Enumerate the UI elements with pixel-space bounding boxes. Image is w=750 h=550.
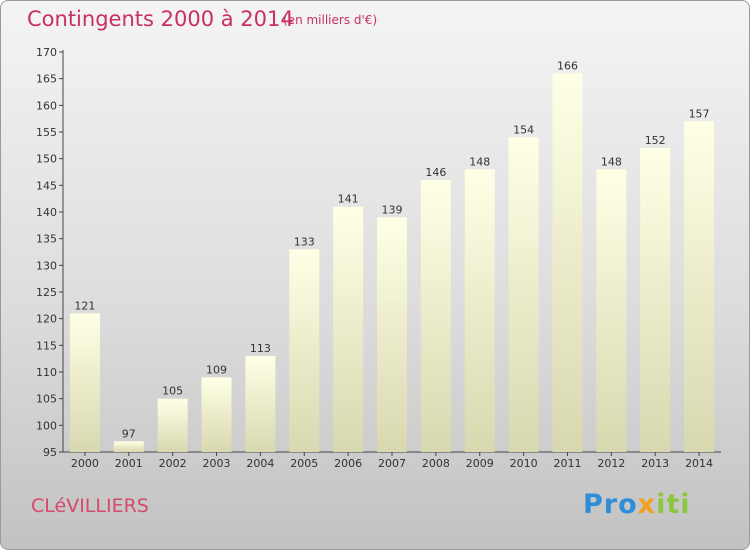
- data-label: 154: [513, 123, 534, 136]
- bar: [464, 169, 495, 453]
- y-tick-label: 140: [36, 206, 57, 219]
- data-label: 157: [689, 107, 710, 120]
- x-tick-label: 2010: [510, 457, 538, 470]
- y-tick-label: 170: [36, 46, 57, 59]
- data-label: 121: [74, 299, 95, 312]
- data-label: 105: [162, 385, 183, 398]
- bar: [201, 377, 232, 452]
- y-tick-label: 110: [36, 366, 57, 379]
- x-tick-label: 2006: [334, 457, 362, 470]
- bar: [113, 441, 144, 452]
- proxiti-logo[interactable]: Proxiti: [583, 489, 691, 520]
- bar: [377, 217, 407, 452]
- x-tick-label: 2001: [115, 457, 143, 470]
- bar: [552, 73, 583, 452]
- x-tick-label: 2009: [466, 457, 494, 470]
- y-tick-label: 100: [36, 419, 57, 432]
- x-tick-label: 2012: [597, 457, 625, 470]
- chart-subtitle: (en milliers d'€): [283, 13, 378, 27]
- data-label: 97: [122, 427, 136, 440]
- bar: [684, 121, 715, 452]
- commune-name: CLéVILLIERS: [31, 495, 149, 517]
- data-label: 141: [338, 193, 359, 206]
- x-tick-label: 2004: [246, 457, 274, 470]
- bar: [333, 206, 364, 452]
- x-tick-label: 2014: [685, 457, 713, 470]
- x-tick-label: 2005: [290, 457, 318, 470]
- y-tick-label: 150: [36, 153, 57, 166]
- x-tick-label: 2008: [422, 457, 450, 470]
- y-tick-label: 125: [36, 286, 57, 299]
- x-tick-label: 2002: [159, 457, 187, 470]
- bar: [640, 148, 671, 452]
- data-label: 148: [601, 155, 622, 168]
- data-label: 148: [469, 155, 490, 168]
- chart-bars: 121 97 105 109 113 133 141 139 146 148 154 166 148 15…: [69, 59, 715, 453]
- chart-title: Contingents 2000 à 2014: [27, 7, 294, 31]
- y-tick-label: 95: [43, 446, 57, 459]
- x-tick-label: 2003: [203, 457, 231, 470]
- y-tick-label: 155: [36, 126, 57, 139]
- bar: [596, 169, 627, 453]
- y-tick-label: 105: [36, 393, 57, 406]
- bar: [420, 180, 451, 452]
- y-tick-label: 160: [36, 99, 57, 112]
- x-tick-label: 2013: [641, 457, 669, 470]
- x-tick-label: 2007: [378, 457, 406, 470]
- data-label: 146: [425, 166, 446, 179]
- bar: [245, 356, 276, 452]
- y-tick-label: 120: [36, 313, 57, 326]
- data-label: 109: [206, 363, 227, 376]
- y-tick-label: 145: [36, 179, 57, 192]
- data-label: 113: [250, 342, 271, 355]
- data-label: 133: [294, 235, 315, 248]
- data-label: 152: [645, 134, 666, 147]
- y-tick-label: 135: [36, 233, 57, 246]
- bar: [157, 398, 188, 452]
- bar: [69, 313, 100, 452]
- data-label: 139: [382, 203, 403, 216]
- bar: [289, 249, 320, 452]
- chart-axes: 95 100 105 110 115 120 125 130 135 140 145 150 155 16…: [36, 46, 721, 470]
- x-tick-label: 2011: [553, 457, 581, 470]
- x-tick-label: 2000: [71, 457, 99, 470]
- data-label: 166: [557, 59, 578, 72]
- y-tick-label: 165: [36, 73, 57, 86]
- y-tick-label: 130: [36, 259, 57, 272]
- bar: [508, 137, 539, 453]
- y-tick-label: 115: [36, 339, 57, 352]
